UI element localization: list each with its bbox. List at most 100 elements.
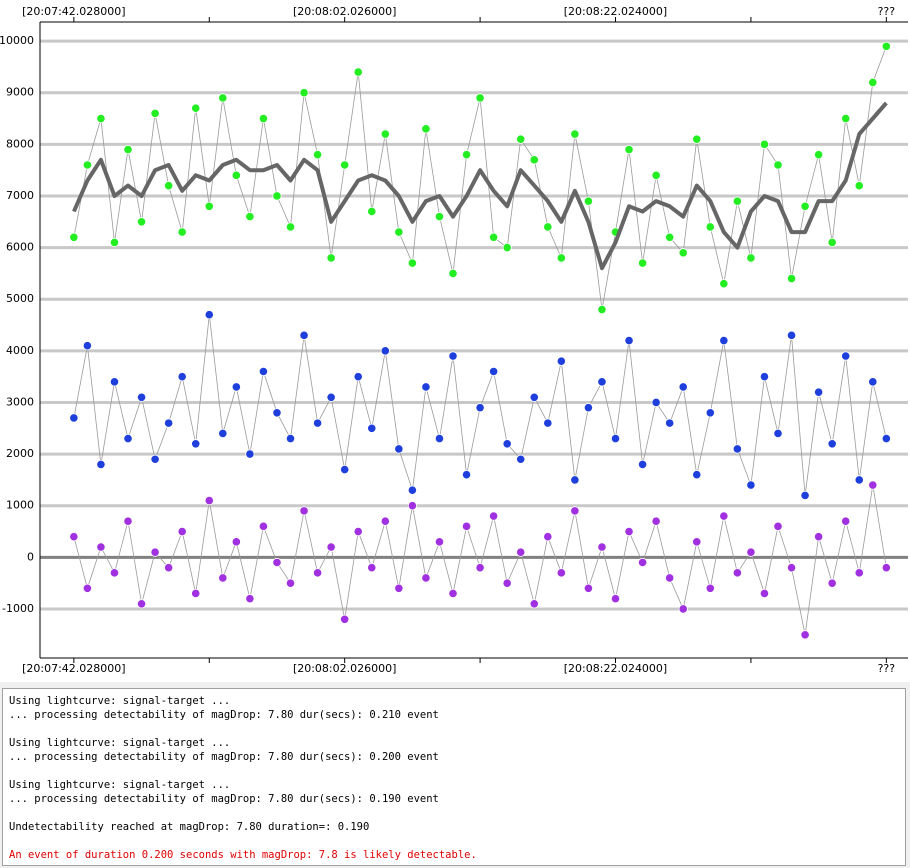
log-entry: Using lightcurve: signal-target ... ... p… [9, 694, 899, 722]
data-point [69, 532, 79, 542]
series-connector [73, 485, 887, 635]
y-tick-label: 6000 [6, 241, 34, 254]
x-tick-label-top: [20:08:02.026000] [293, 5, 396, 18]
data-point [746, 547, 756, 557]
data-point [800, 630, 810, 640]
data-point [177, 227, 187, 237]
data-point [461, 150, 472, 160]
data-point [380, 129, 390, 139]
data-point [651, 170, 661, 180]
data-point [854, 181, 864, 191]
data-point [434, 434, 445, 444]
data-point [123, 516, 133, 526]
data-point [773, 428, 783, 439]
data-point [692, 134, 702, 144]
data-point [529, 392, 539, 402]
data-point [651, 516, 661, 526]
data-point [719, 279, 729, 289]
data-point [340, 160, 350, 170]
data-point [786, 273, 797, 284]
data-point [556, 253, 566, 263]
data-point [258, 113, 269, 124]
data-point [637, 258, 648, 268]
data-point [123, 434, 133, 444]
data-point [692, 470, 702, 480]
data-point [407, 485, 417, 495]
data-point [624, 335, 634, 346]
y-tick-label: -1000 [2, 602, 34, 615]
y-tick-label: 8000 [6, 137, 34, 150]
data-point [868, 480, 878, 490]
data-point [285, 434, 296, 444]
data-point [461, 521, 472, 531]
data-point [448, 351, 458, 361]
data-point [421, 124, 431, 134]
chart: 1000090008000700060005000400030002000100… [0, 0, 910, 682]
data-point [231, 382, 241, 392]
data-point [434, 537, 445, 547]
data-point [285, 578, 296, 588]
data-point [136, 599, 147, 609]
data-point [868, 77, 878, 87]
x-tick-label: [20:07:42.028000] [22, 662, 125, 675]
data-point [353, 67, 363, 77]
data-point [705, 222, 715, 232]
data-point [231, 170, 241, 180]
data-point [800, 490, 810, 500]
data-point [597, 542, 607, 552]
log-line: ... processing detectability of magDrop:… [9, 709, 439, 721]
data-point [258, 521, 269, 531]
data-point [705, 408, 715, 418]
data-point [326, 392, 336, 402]
data-point [258, 366, 269, 377]
data-point [150, 547, 160, 557]
data-point [299, 506, 309, 516]
data-point [394, 227, 404, 237]
data-point [69, 413, 79, 423]
data-point [434, 212, 445, 222]
y-tick-label: 7000 [6, 189, 34, 202]
data-point [502, 578, 512, 588]
data-point [516, 547, 526, 557]
data-point [340, 464, 350, 475]
data-point [854, 475, 864, 485]
y-tick-label: 5000 [6, 292, 34, 305]
data-point [353, 372, 363, 382]
x-tick-label-top: [20:08:22.024000] [564, 5, 667, 18]
data-point [312, 418, 323, 428]
data-point [610, 434, 621, 444]
log-line: ... processing detectability of magDrop:… [9, 751, 439, 763]
data-point [570, 506, 580, 516]
data-point [556, 568, 566, 578]
data-point [556, 356, 566, 366]
data-point [380, 516, 390, 526]
data-point [448, 268, 458, 279]
data-point [692, 537, 702, 547]
data-point [732, 568, 742, 578]
data-point [678, 248, 688, 258]
data-point [665, 232, 675, 242]
log-entry: Undetectability reached at magDrop: 7.80… [9, 820, 899, 834]
data-point [773, 521, 783, 531]
data-point [773, 160, 783, 170]
data-point [827, 578, 837, 588]
data-point [827, 237, 837, 248]
log-line: ... processing detectability of magDrop:… [9, 793, 439, 805]
data-point [177, 372, 187, 382]
y-tick-label: 0 [27, 550, 34, 563]
y-tick-label: 9000 [6, 86, 34, 99]
data-point [312, 150, 323, 160]
x-tick-label: [20:08:02.026000] [293, 662, 396, 675]
data-point [177, 526, 187, 537]
data-point [597, 377, 607, 387]
data-point [841, 516, 851, 526]
y-tick-label: 2000 [6, 447, 34, 460]
data-point [583, 403, 594, 413]
data-point [164, 563, 174, 573]
data-point [516, 454, 526, 464]
data-point [109, 237, 120, 248]
x-tick-label-top: [20:07:42.028000] [22, 5, 125, 18]
data-point [136, 392, 147, 402]
data-point [637, 557, 648, 568]
data-point [204, 201, 214, 211]
